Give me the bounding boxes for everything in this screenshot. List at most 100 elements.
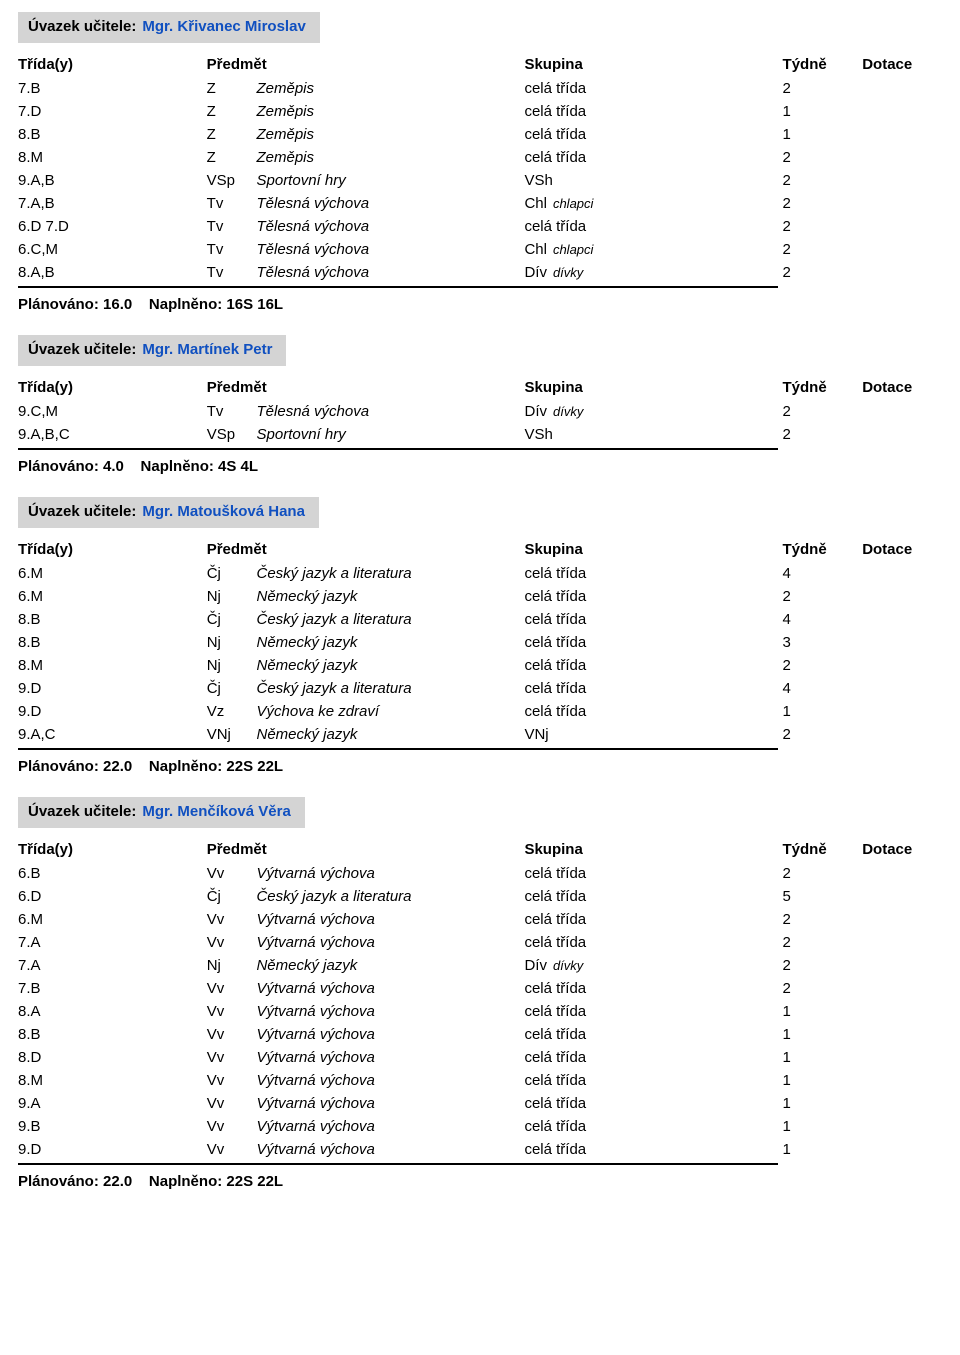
cell-trida: 9.A,B xyxy=(18,169,207,192)
col-dotace: Dotace xyxy=(862,53,942,77)
cell-dotace xyxy=(862,1138,942,1161)
cell-dotace xyxy=(862,608,942,631)
col-trida: Třída(y) xyxy=(18,376,207,400)
skupina-code: celá třída xyxy=(524,1118,586,1135)
cell-skupina: celá třída xyxy=(524,1000,782,1023)
cell-subject-code: Tv xyxy=(207,261,257,284)
skupina-sub: chlapci xyxy=(547,196,593,211)
cell-subject-code: Nj xyxy=(207,654,257,677)
cell-skupina: celá třída xyxy=(524,123,782,146)
report-root: Úvazek učitele:Mgr. Křivanec MiroslavTří… xyxy=(18,12,942,1190)
cell-tydne: 2 xyxy=(783,585,863,608)
cell-trida: 8.M xyxy=(18,1069,207,1092)
cell-dotace xyxy=(862,261,942,284)
naplneno-value: 22S 22L xyxy=(226,1173,283,1190)
col-predmet: Předmět xyxy=(207,538,525,562)
cell-skupina: VSh xyxy=(524,423,782,446)
table-row: 8.MZZeměpiscelá třída2 xyxy=(18,146,942,169)
cell-subject-code: Tv xyxy=(207,238,257,261)
cell-tydne: 2 xyxy=(783,146,863,169)
cell-trida: 9.A xyxy=(18,1092,207,1115)
table-row: 9.A,BVSpSportovní hryVSh2 xyxy=(18,169,942,192)
skupina-code: Dív xyxy=(524,264,547,281)
skupina-code: Chl xyxy=(524,195,547,212)
cell-subject-full: Výtvarná výchova xyxy=(256,908,524,931)
skupina-code: celá třída xyxy=(524,149,586,166)
cell-skupina: celá třída xyxy=(524,862,782,885)
cell-subject-code: VNj xyxy=(207,723,257,746)
skupina-code: celá třída xyxy=(524,611,586,628)
cell-subject-code: Čj xyxy=(207,562,257,585)
cell-dotace xyxy=(862,954,942,977)
cell-subject-code: Vv xyxy=(207,931,257,954)
cell-subject-code: Vv xyxy=(207,1069,257,1092)
cell-tydne: 2 xyxy=(783,77,863,100)
table-row: 9.DVzVýchova ke zdravícelá třída1 xyxy=(18,700,942,723)
cell-skupina: celá třída xyxy=(524,1069,782,1092)
cell-tydne: 4 xyxy=(783,562,863,585)
naplneno-value: 4S 4L xyxy=(218,458,258,475)
cell-subject-code: Nj xyxy=(207,585,257,608)
skupina-sub: dívky xyxy=(547,404,583,419)
cell-skupina: celá třída xyxy=(524,585,782,608)
col-dotace: Dotace xyxy=(862,376,942,400)
cell-trida: 8.D xyxy=(18,1046,207,1069)
table-row: 7.AVvVýtvarná výchovacelá třída2 xyxy=(18,931,942,954)
cell-subject-code: Vv xyxy=(207,1023,257,1046)
skupina-code: celá třída xyxy=(524,1049,586,1066)
table-row: 7.A,BTvTělesná výchovaChlchlapci2 xyxy=(18,192,942,215)
skupina-code: celá třída xyxy=(524,565,586,582)
skupina-code: celá třída xyxy=(524,103,586,120)
cell-trida: 7.A xyxy=(18,954,207,977)
col-skupina: Skupina xyxy=(524,376,782,400)
separator-rule xyxy=(18,748,778,750)
cell-dotace xyxy=(862,723,942,746)
section-header: Úvazek učitele:Mgr. Martínek Petr xyxy=(18,335,286,366)
cell-dotace xyxy=(862,169,942,192)
cell-tydne: 1 xyxy=(783,1046,863,1069)
planovano-value: 22.0 xyxy=(103,1173,132,1190)
cell-tydne: 2 xyxy=(783,954,863,977)
assignments-table: Třída(y)PředmětSkupinaTýdněDotace7.BZZem… xyxy=(18,53,942,284)
cell-subject-code: Čj xyxy=(207,885,257,908)
table-row: 9.AVvVýtvarná výchovacelá třída1 xyxy=(18,1092,942,1115)
cell-tydne: 2 xyxy=(783,400,863,423)
cell-dotace xyxy=(862,423,942,446)
teacher-name: Mgr. Matoušková Hana xyxy=(142,503,305,520)
cell-dotace xyxy=(862,1115,942,1138)
table-row: 7.BZZeměpiscelá třída2 xyxy=(18,77,942,100)
cell-tydne: 2 xyxy=(783,723,863,746)
cell-skupina: celá třída xyxy=(524,654,782,677)
cell-subject-full: Zeměpis xyxy=(257,123,525,146)
cell-dotace xyxy=(862,977,942,1000)
cell-trida: 6.B xyxy=(18,862,207,885)
skupina-sub: chlapci xyxy=(547,242,593,257)
cell-dotace xyxy=(862,238,942,261)
skupina-code: celá třída xyxy=(524,911,586,928)
cell-skupina: celá třída xyxy=(524,1115,782,1138)
cell-subject-full: Tělesná výchova xyxy=(257,215,525,238)
col-skupina: Skupina xyxy=(524,53,782,77)
cell-tydne: 1 xyxy=(783,1069,863,1092)
cell-subject-code: Z xyxy=(207,100,257,123)
teacher-section: Úvazek učitele:Mgr. Matoušková HanaTřída… xyxy=(18,497,942,775)
cell-dotace xyxy=(862,931,942,954)
skupina-code: celá třída xyxy=(524,865,586,882)
teacher-section: Úvazek učitele:Mgr. Menčíková VěraTřída(… xyxy=(18,797,942,1190)
cell-skupina: celá třída xyxy=(524,562,782,585)
cell-trida: 8.M xyxy=(18,146,207,169)
cell-tydne: 1 xyxy=(783,1115,863,1138)
cell-dotace xyxy=(862,700,942,723)
separator-rule xyxy=(18,286,778,288)
skupina-code: celá třída xyxy=(524,1095,586,1112)
cell-subject-code: Čj xyxy=(207,677,257,700)
cell-dotace xyxy=(862,654,942,677)
cell-trida: 6.M xyxy=(18,562,207,585)
cell-subject-full: Výtvarná výchova xyxy=(256,1138,524,1161)
skupina-code: VSh xyxy=(524,426,552,443)
table-row: 7.BVvVýtvarná výchovacelá třída2 xyxy=(18,977,942,1000)
table-row: 8.MNjNěmecký jazykcelá třída2 xyxy=(18,654,942,677)
cell-subject-code: Vv xyxy=(207,1092,257,1115)
teacher-name: Mgr. Martínek Petr xyxy=(142,341,272,358)
cell-skupina: VNj xyxy=(524,723,782,746)
